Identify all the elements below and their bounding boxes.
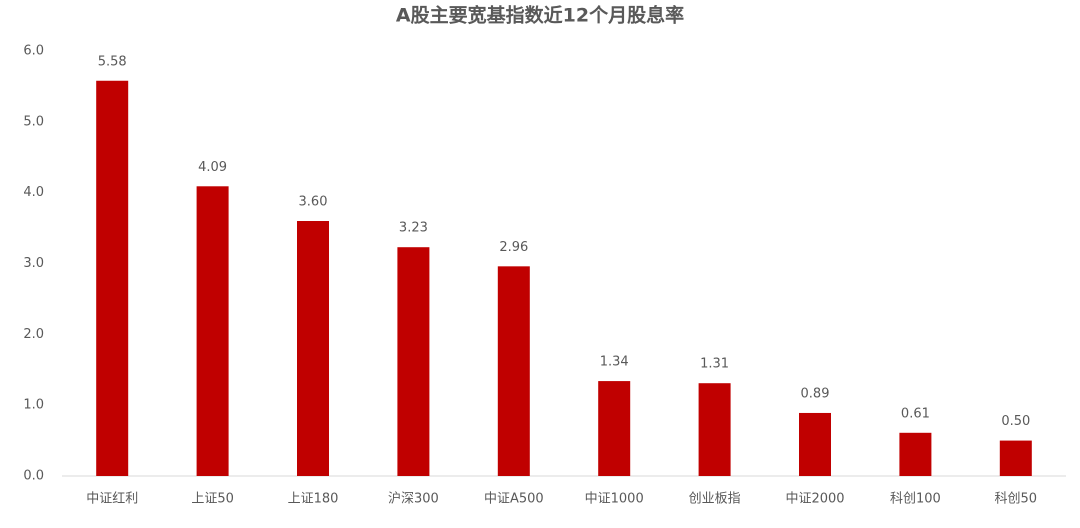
x-tick-label: 沪深300 [388,491,439,507]
bar [598,381,631,476]
x-tick-label: 创业板指 [689,492,741,507]
bar [999,440,1032,476]
y-tick-label: 0.0 [23,469,44,484]
value-label: 2.96 [499,240,528,255]
bar [698,383,731,476]
x-tick-label: 上证50 [191,492,234,507]
value-label: 4.09 [198,160,227,175]
value-label: 5.58 [98,54,127,69]
bar [96,80,129,476]
bar [397,247,430,476]
bar [899,432,932,476]
x-tick-label: 中证红利 [86,491,138,507]
bar [799,412,831,476]
bar [297,221,329,476]
y-tick-label: 3.0 [23,256,44,271]
y-tick-label: 5.0 [23,114,44,129]
x-tick-label: 科创100 [890,492,941,507]
value-label: 3.23 [399,221,428,236]
value-label: 0.61 [901,406,930,421]
y-tick-label: 4.0 [23,185,44,200]
x-tick-label: 中证A500 [484,492,544,507]
x-tick-label: 中证1000 [585,492,644,507]
x-tick-label: 科创50 [995,492,1038,507]
x-tick-label: 上证180 [288,492,339,507]
bar [497,266,530,476]
y-tick-label: 1.0 [23,398,44,413]
chart-title: A股主要宽基指数近12个月股息率 [396,4,684,27]
x-tick-label: 中证2000 [785,492,844,507]
y-tick-label: 6.0 [23,44,44,59]
value-label: 0.89 [801,386,830,401]
bar [196,186,229,476]
value-label: 1.31 [700,357,729,372]
y-tick-label: 2.0 [23,327,44,342]
value-label: 0.50 [1001,414,1030,429]
value-label: 3.60 [299,195,328,210]
value-label: 1.34 [600,355,629,370]
